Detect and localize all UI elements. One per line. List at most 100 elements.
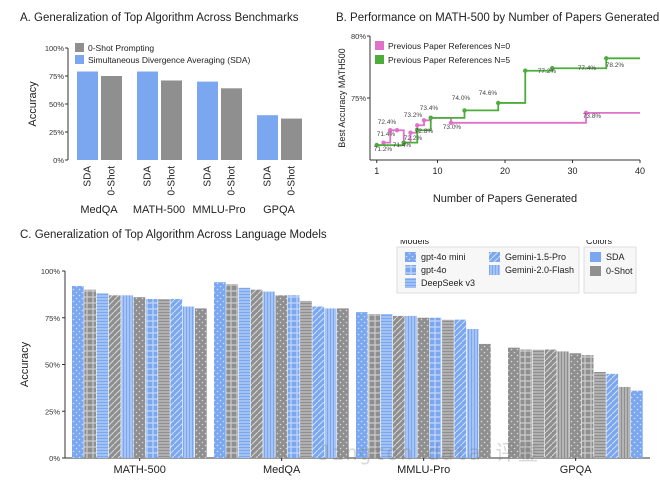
bar-label: SDA bbox=[143, 166, 154, 187]
data-label: 72.2% bbox=[404, 135, 423, 142]
bar-medqa-4 bbox=[263, 291, 275, 458]
data-point bbox=[583, 110, 589, 116]
legend-swatch-model bbox=[489, 265, 500, 275]
chart-a: 0% 25% 50% 75% 100% Accuracy SDA 0-Shot MedQA SDA… bbox=[27, 43, 302, 216]
chart-c: 0% 25% 50% 75% 100% Accuracy MATH-500 MedQA MMLU… bbox=[19, 240, 650, 476]
legend-label-model: DeepSeek v3 bbox=[421, 278, 475, 288]
bar-mmlupro-0 bbox=[356, 312, 368, 458]
bar-math500-8 bbox=[170, 299, 183, 458]
data-label: 73.4% bbox=[420, 105, 439, 112]
bar-mmlupro-6 bbox=[429, 317, 442, 458]
bar-medqa-10 bbox=[337, 308, 349, 458]
data-label: 74.6% bbox=[479, 90, 498, 97]
bar-medqa-2 bbox=[238, 287, 251, 458]
legend-models-title: Models bbox=[400, 240, 430, 246]
legend-label-model: Gemini-1.5-Pro bbox=[505, 252, 566, 262]
legend-swatch-model bbox=[489, 252, 500, 262]
bar-mmlupro-2 bbox=[380, 314, 393, 458]
bar-gpqa-3 bbox=[544, 349, 557, 458]
bar-math500-3 bbox=[108, 295, 121, 458]
bar-math500-0 bbox=[72, 285, 84, 458]
x-tick-label: 10 bbox=[432, 166, 442, 176]
data-point bbox=[448, 120, 454, 126]
bar-label: 0-Shot bbox=[227, 166, 238, 196]
data-label: 74.0% bbox=[452, 95, 471, 102]
bar-0shot-medqa bbox=[101, 76, 122, 160]
bar-gpqa-2 bbox=[532, 349, 545, 458]
legend-swatch-sda bbox=[75, 55, 84, 64]
bar-mmlupro-1 bbox=[368, 314, 380, 458]
y-tick-label: 50% bbox=[49, 100, 64, 109]
bar-label: 0-Shot bbox=[167, 166, 178, 196]
bar-mmlupro-3 bbox=[392, 315, 405, 458]
data-point bbox=[428, 115, 433, 121]
bar-medqa-9 bbox=[324, 308, 337, 458]
panel-a-title: A. Generalization of Top Algorithm Acros… bbox=[20, 12, 299, 24]
bar-mmlupro-8 bbox=[454, 319, 467, 458]
data-point bbox=[381, 140, 386, 145]
legend-colors-title: Colors bbox=[586, 240, 613, 246]
x-tick-label: 1 bbox=[374, 166, 379, 176]
data-point bbox=[604, 56, 609, 61]
bar-gpqa-10 bbox=[631, 390, 643, 458]
data-point bbox=[421, 118, 427, 123]
data-point bbox=[462, 108, 467, 113]
bar-math500-5 bbox=[133, 297, 146, 458]
data-label: 72.8% bbox=[415, 128, 434, 135]
bar-label: SDA bbox=[263, 166, 274, 187]
bar-mmlupro-9 bbox=[466, 328, 479, 458]
data-label: 73.8% bbox=[583, 113, 602, 120]
bar-gpqa-1 bbox=[520, 349, 532, 458]
bar-mmlupro-4 bbox=[405, 315, 417, 458]
bar-mmlupro-5 bbox=[417, 317, 430, 458]
legend-label-model: gpt-4o mini bbox=[421, 252, 466, 262]
legend-swatch-model bbox=[405, 278, 416, 288]
legend-swatch-color bbox=[590, 266, 601, 276]
bar-medqa-5 bbox=[275, 295, 288, 458]
data-label: 73.0% bbox=[443, 124, 462, 131]
y-axis-label: Accuracy bbox=[27, 81, 39, 127]
y-tick-label: 80% bbox=[351, 32, 366, 41]
x-tick-label: 30 bbox=[567, 166, 577, 176]
y-axis-label: Accuracy bbox=[19, 341, 31, 387]
legend-swatch-model bbox=[405, 265, 416, 275]
y-tick-label: 0% bbox=[53, 156, 64, 165]
bar-math500-10 bbox=[195, 308, 207, 458]
y-tick-label: 0% bbox=[49, 454, 60, 463]
bar-gpqa-6 bbox=[581, 355, 594, 458]
category-label: MATH-500 bbox=[113, 464, 165, 476]
bar-0shot-math500 bbox=[161, 80, 182, 160]
category-label: GPQA bbox=[560, 464, 592, 476]
bar-sda-mmlupro bbox=[197, 81, 218, 160]
bar-gpqa-4 bbox=[557, 351, 569, 458]
category-label: MMLU-Pro bbox=[192, 204, 245, 216]
bar-math500-1 bbox=[84, 289, 96, 458]
y-axis-label: Best Accuracy MATH500 bbox=[337, 48, 347, 147]
chart-b: 75% 80% 1 10 20 30 40 Number of Papers Generate… bbox=[337, 32, 645, 205]
data-label: 71.4% bbox=[377, 131, 396, 138]
legend-swatch-model bbox=[405, 252, 416, 262]
data-label: 72.4% bbox=[378, 119, 397, 126]
bar-0shot-gpqa bbox=[281, 118, 302, 160]
y-tick-label: 75% bbox=[45, 314, 60, 323]
data-point bbox=[388, 128, 393, 133]
y-tick-label: 25% bbox=[49, 128, 64, 137]
legend-label-model: gpt-4o bbox=[421, 265, 447, 275]
y-tick-label: 100% bbox=[45, 44, 65, 53]
data-label: 77.4% bbox=[578, 65, 597, 72]
bar-medqa-0 bbox=[214, 282, 226, 458]
bar-sda-medqa bbox=[77, 71, 98, 160]
legend-swatch bbox=[375, 41, 384, 50]
bar-mmlupro-7 bbox=[442, 319, 454, 458]
legend-models-box bbox=[396, 246, 580, 294]
data-point bbox=[550, 66, 555, 71]
legend-label-model: Gemini-2.0-Flash bbox=[505, 265, 574, 275]
legend-swatch-0shot bbox=[75, 43, 84, 52]
bar-label: SDA bbox=[83, 166, 94, 187]
bar-math500-7 bbox=[158, 299, 170, 458]
y-tick-label: 25% bbox=[45, 407, 60, 416]
data-label: 73.2% bbox=[404, 112, 423, 119]
data-label: 71.4% bbox=[393, 142, 412, 149]
category-label: MMLU-Pro bbox=[397, 464, 450, 476]
data-label: 77.2% bbox=[538, 68, 557, 75]
